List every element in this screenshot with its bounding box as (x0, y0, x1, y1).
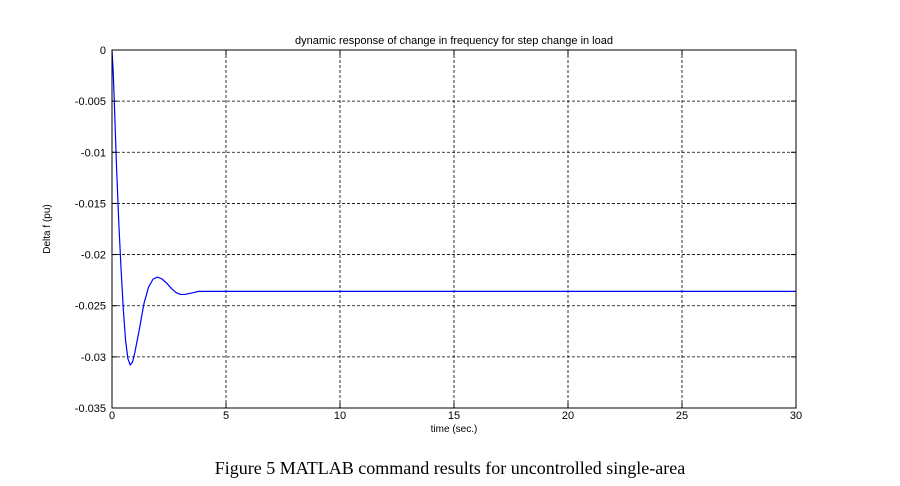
y-tick-label: -0.035 (75, 403, 106, 415)
x-tick-label: 20 (562, 410, 574, 422)
x-axis-label: time (sec.) (431, 424, 478, 435)
chart-title: dynamic response of change in frequency … (295, 35, 613, 47)
y-tick-label: -0.015 (75, 198, 106, 210)
y-tick-label: -0.005 (75, 96, 106, 108)
x-tick-label: 10 (334, 410, 346, 422)
y-tick-label: -0.01 (81, 147, 106, 159)
x-tick-label: 30 (790, 410, 802, 422)
x-tick-label: 25 (676, 410, 688, 422)
y-tick-label: -0.025 (75, 301, 106, 313)
grid (112, 50, 796, 408)
figure-caption: Figure 5 MATLAB command results for unco… (214, 458, 686, 478)
x-tick-label: 0 (109, 410, 115, 422)
x-tick-label: 15 (448, 410, 460, 422)
y-tick-label: 0 (100, 45, 106, 57)
plot-background (112, 50, 796, 408)
y-tick-label: -0.02 (81, 250, 106, 262)
series-line (111, 49, 796, 366)
y-axis-label: Delta f (pu) (42, 204, 53, 253)
x-tick-label: 5 (223, 410, 229, 422)
y-tick-label: -0.03 (81, 352, 106, 364)
series-layer (111, 49, 796, 366)
ticks: 0 5 10 15 20 25 30 0 -0.005 -0.01 -0.015 -0.02 -0.02… (75, 45, 802, 422)
